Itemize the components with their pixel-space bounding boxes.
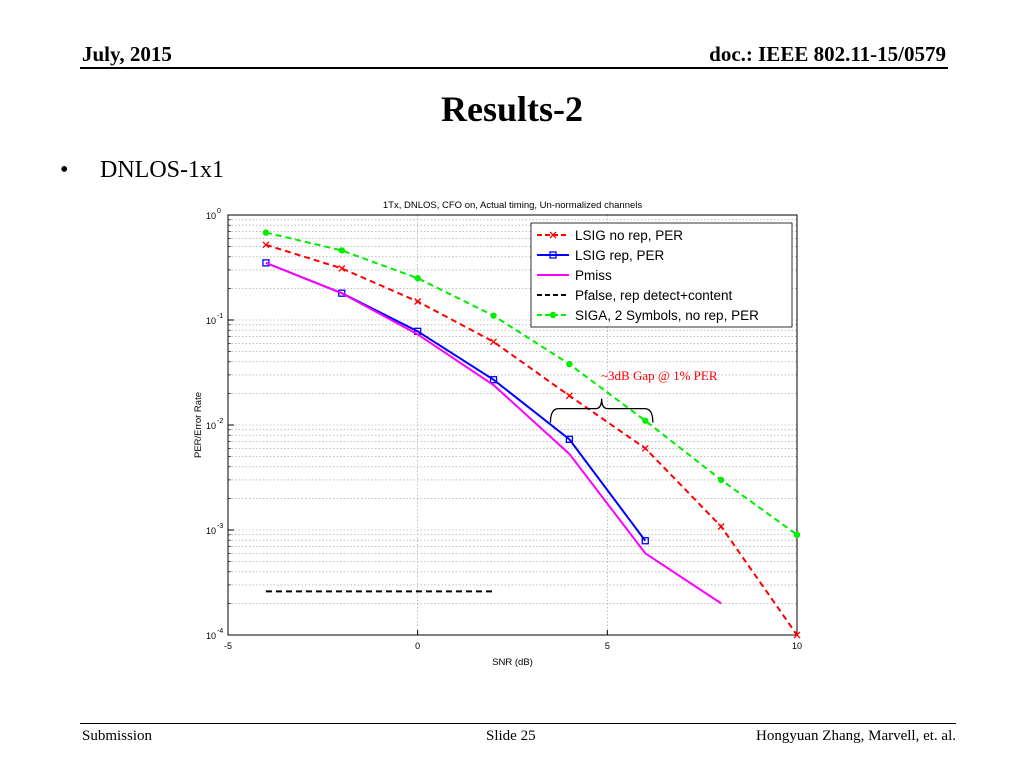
- series-2-point: [565, 435, 574, 444]
- series-5-point: [642, 417, 649, 424]
- y-tick-label: 10: [206, 631, 216, 641]
- series-line-5: [265, 231, 798, 536]
- series-1-point: [338, 264, 346, 272]
- series-1-point: [262, 241, 270, 249]
- y-axis-label: PER/Error Rate: [193, 392, 204, 458]
- legend-marker-1: [549, 231, 557, 239]
- y-tick-label: 10: [206, 526, 216, 536]
- legend-marker-2: [549, 251, 557, 259]
- header-date: July, 2015: [82, 42, 172, 66]
- series-5-point: [566, 360, 573, 368]
- y-tick-label: 10: [206, 211, 216, 221]
- series-2-point: [489, 376, 498, 384]
- series-1-point: [565, 392, 573, 400]
- y-tick-label: 10: [206, 421, 216, 431]
- footer-slide-number: Slide 25: [486, 728, 536, 744]
- y-tick-exponent: 0: [217, 208, 221, 215]
- series-1-point: [414, 298, 422, 305]
- series-2-point: [338, 289, 346, 297]
- y-tick-label: 10: [206, 316, 216, 326]
- bullet-text: DNLOS-1x1: [100, 157, 224, 183]
- legend-label-2: LSIG rep, PER: [575, 248, 665, 263]
- x-axis-label: SNR (dB): [492, 657, 533, 668]
- x-tick-label: 10: [792, 641, 802, 651]
- bullet-dot: •: [60, 157, 69, 183]
- x-tick-label: -5: [224, 641, 232, 651]
- legend-label-3: Pmiss: [575, 268, 612, 283]
- series-1-point: [490, 338, 497, 346]
- y-tick-exponent: -3: [217, 523, 223, 530]
- series-5-point: [338, 247, 345, 254]
- y-tick-exponent: -4: [217, 628, 223, 635]
- legend-marker-5: [549, 311, 557, 319]
- series-5-point: [262, 229, 270, 236]
- series-2-point: [641, 537, 649, 545]
- series-line-1: [265, 243, 798, 636]
- annotation-brace: [549, 398, 654, 423]
- legend-label-5: SIGA, 2 Symbols, no rep, PER: [575, 308, 759, 323]
- bullet-item: • DNLOS-1x1: [60, 157, 224, 184]
- series-1-point: [793, 631, 801, 639]
- x-tick-label: 5: [605, 641, 610, 651]
- footer-divider: [80, 723, 956, 724]
- y-tick-exponent: -2: [217, 418, 223, 425]
- series-1-point: [717, 523, 725, 530]
- y-tick-exponent: -1: [217, 313, 223, 320]
- header-doc-id: doc.: IEEE 802.11-15/0579: [709, 42, 946, 66]
- footer-author: Hongyuan Zhang, Marvell, et. al.: [756, 728, 956, 744]
- chart-title: 1Tx, DNLOS, CFO on, Actual timing, Un-no…: [383, 200, 642, 211]
- legend-box: [530, 222, 793, 328]
- series-5-point: [717, 476, 725, 484]
- series-5-point: [793, 531, 801, 539]
- series-2-point: [262, 259, 270, 267]
- annotation-text: ~3dB Gap @ 1% PER: [601, 368, 718, 383]
- legend-label-1: LSIG no rep, PER: [575, 228, 683, 243]
- series-5-point: [490, 312, 497, 319]
- x-tick-label: 0: [415, 641, 420, 651]
- header-divider: [80, 67, 948, 69]
- series-5-point: [414, 275, 421, 282]
- series-line-3: [265, 261, 722, 605]
- footer-submission: Submission: [82, 728, 153, 744]
- series-1-point: [641, 444, 649, 452]
- legend-label-4: Pfalse, rep detect+content: [575, 288, 732, 303]
- slide-title: Results-2: [441, 89, 583, 129]
